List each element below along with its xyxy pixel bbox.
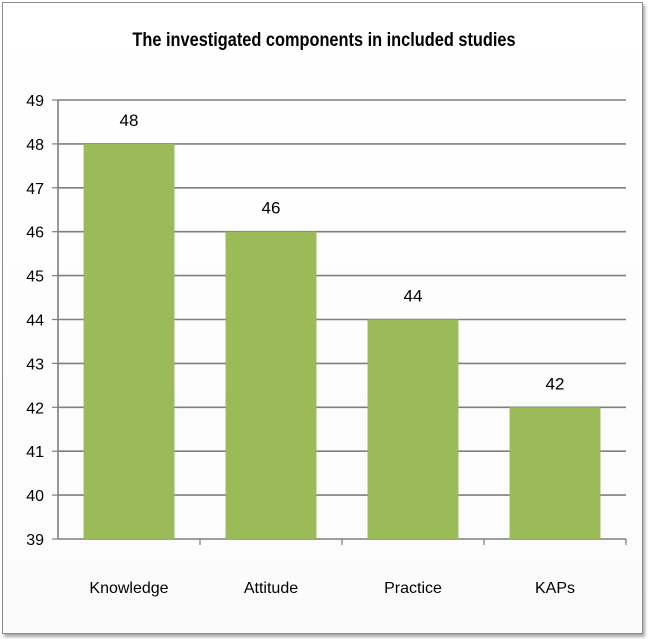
y-tick-label-40: 40 [26,488,44,505]
y-tick-label-41: 41 [26,444,44,461]
x-tick-label-kaps: KAPs [535,580,575,597]
bar-knowledge [83,143,175,539]
y-tick-label-44: 44 [26,313,44,330]
x-tick-label-knowledge: Knowledge [89,580,168,597]
bar-kaps [509,407,601,539]
data-label-practice: 44 [404,287,423,306]
y-tick-label-46: 46 [26,225,44,242]
data-label-knowledge: 48 [120,111,139,130]
data-label-kaps: 42 [546,374,565,393]
y-tick-label-49: 49 [26,93,44,110]
data-label-attitude: 46 [262,199,281,218]
x-tick-label-practice: Practice [384,580,442,597]
labels: 39 40 41 42 43 44 45 46 47 48 49 48 Knowledge 46 Attit… [26,93,575,597]
y-tick-label-43: 43 [26,356,44,373]
bars [83,143,601,539]
chart-title: The investigated components in included … [132,30,516,51]
y-tick-label-47: 47 [26,181,44,198]
y-tick-label-39: 39 [26,532,44,549]
y-tick-label-45: 45 [26,269,44,286]
x-tick-label-attitude: Attitude [244,580,298,597]
y-tick-label-42: 42 [26,400,44,417]
bar-attitude [225,231,317,539]
bar-practice [367,319,459,539]
y-tick-label-48: 48 [26,137,44,154]
